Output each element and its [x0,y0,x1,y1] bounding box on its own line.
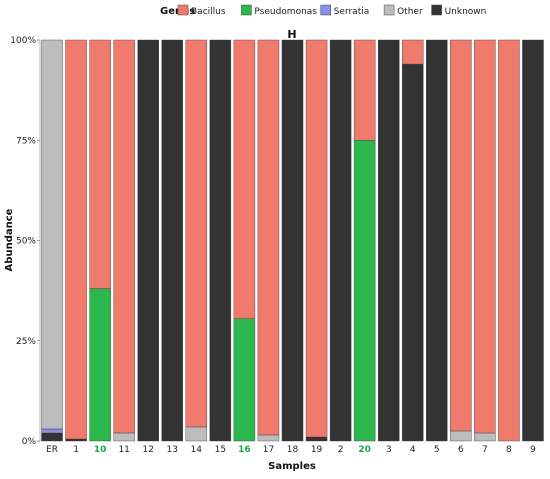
x-tick-label-17: 17 [263,445,274,455]
bar-segment-bacillus-4 [402,39,424,65]
legend: Genus Bacillus Pseudomonas Serratia Other Un… [160,4,487,17]
bar-segment-bacillus-19 [305,39,328,438]
x-tick-label-16: 16 [238,445,251,455]
x-tick-label-8: 8 [506,445,512,455]
bar-segment-unknown-5 [426,39,448,442]
y-tick-label: 25% [16,337,36,347]
x-tick-label-1: 1 [73,445,79,455]
bars [41,39,544,442]
y-tick-label: 0% [22,437,37,447]
bar-segment-unknown-12 [137,39,159,442]
bar-segment-bacillus-7 [474,39,496,434]
x-tick-label-9: 9 [530,445,536,455]
bar-segment-unknown-19 [305,436,328,442]
bar-segment-unknown-13 [161,39,183,442]
bar-segment-pseudomonas-20 [353,140,376,442]
x-tick-label-10: 10 [94,445,107,455]
bar-segment-other-11 [113,432,135,442]
legend-label-other: Other [397,7,423,17]
x-axis-title: Samples [268,461,316,472]
bar-segment-unknown-1 [65,438,87,442]
bar-segment-other-er [41,39,63,430]
bar-segment-other-7 [474,432,496,442]
y-tick-label: 50% [16,237,36,247]
y-axis-title: Abundance [4,208,15,271]
y-tick-label: 75% [16,136,36,146]
x-tick-label-2: 2 [338,445,344,455]
bar-segment-other-14 [185,426,208,442]
bar-segment-other-6 [450,430,472,442]
x-tick-label-6: 6 [458,445,464,455]
bar-segment-serratia-er [41,428,63,434]
panel-label: H [287,28,296,41]
bar-segment-bacillus-6 [450,39,472,432]
x-tick-label-20: 20 [358,445,371,455]
legend-swatch-other [383,4,395,16]
x-tick-label-3: 3 [386,445,392,455]
x-tick-label-4: 4 [410,445,416,455]
bar-segment-unknown-4 [402,63,424,442]
legend-swatch-pseudomonas [241,4,252,16]
bar-segment-pseudomonas-10 [89,288,111,442]
bar-segment-unknown-15 [209,39,232,442]
x-tick-label-15: 15 [215,445,226,455]
bar-segment-unknown-er [41,432,63,442]
x-tick-label-5: 5 [434,445,440,455]
bar-segment-unknown-3 [377,39,400,442]
bar-segment-bacillus-11 [113,39,135,434]
bar-segment-unknown-9 [522,39,544,442]
legend-label-serratia: Serratia [334,7,370,17]
bar-segment-unknown-2 [329,39,352,442]
x-tick-label-18: 18 [287,445,299,455]
bar-segment-unknown-18 [281,39,304,442]
bar-segment-bacillus-10 [89,39,111,289]
x-tick-label-12: 12 [142,445,153,455]
x-axis: ER 1 10 11 12 13 14 15 16 17 18 19 2 20 3 4 5 6 7 8 9 [46,445,536,455]
bar-segment-bacillus-16 [233,39,256,319]
legend-swatch-serratia [320,4,331,16]
x-tick-label-14: 14 [191,445,203,455]
bar-segment-bacillus-1 [65,39,87,440]
legend-swatch-bacillus [177,4,189,16]
bar-segment-bacillus-14 [185,39,208,428]
legend-label-pseudomonas: Pseudomonas [254,7,317,17]
legend-label-unknown: Unknown [445,7,487,17]
bar-segment-other-17 [257,434,280,442]
bar-segment-bacillus-17 [257,39,280,436]
x-tick-label-7: 7 [482,445,488,455]
bar-segment-pseudomonas-16 [233,318,256,442]
bar-segment-bacillus-20 [353,39,376,141]
x-tick-label-19: 19 [311,445,323,455]
legend-swatch-unknown [431,4,442,16]
x-tick-label-er: ER [46,445,58,455]
legend-label-bacillus: Bacillus [191,7,226,17]
bar-segment-bacillus-8 [498,39,520,442]
y-axis: 0% 25% 50% 75% 100% [10,36,41,447]
legend-title: Genus [160,6,195,17]
x-tick-label-13: 13 [167,445,178,455]
y-tick-label: 100% [10,36,36,46]
x-tick-label-11: 11 [118,445,129,455]
